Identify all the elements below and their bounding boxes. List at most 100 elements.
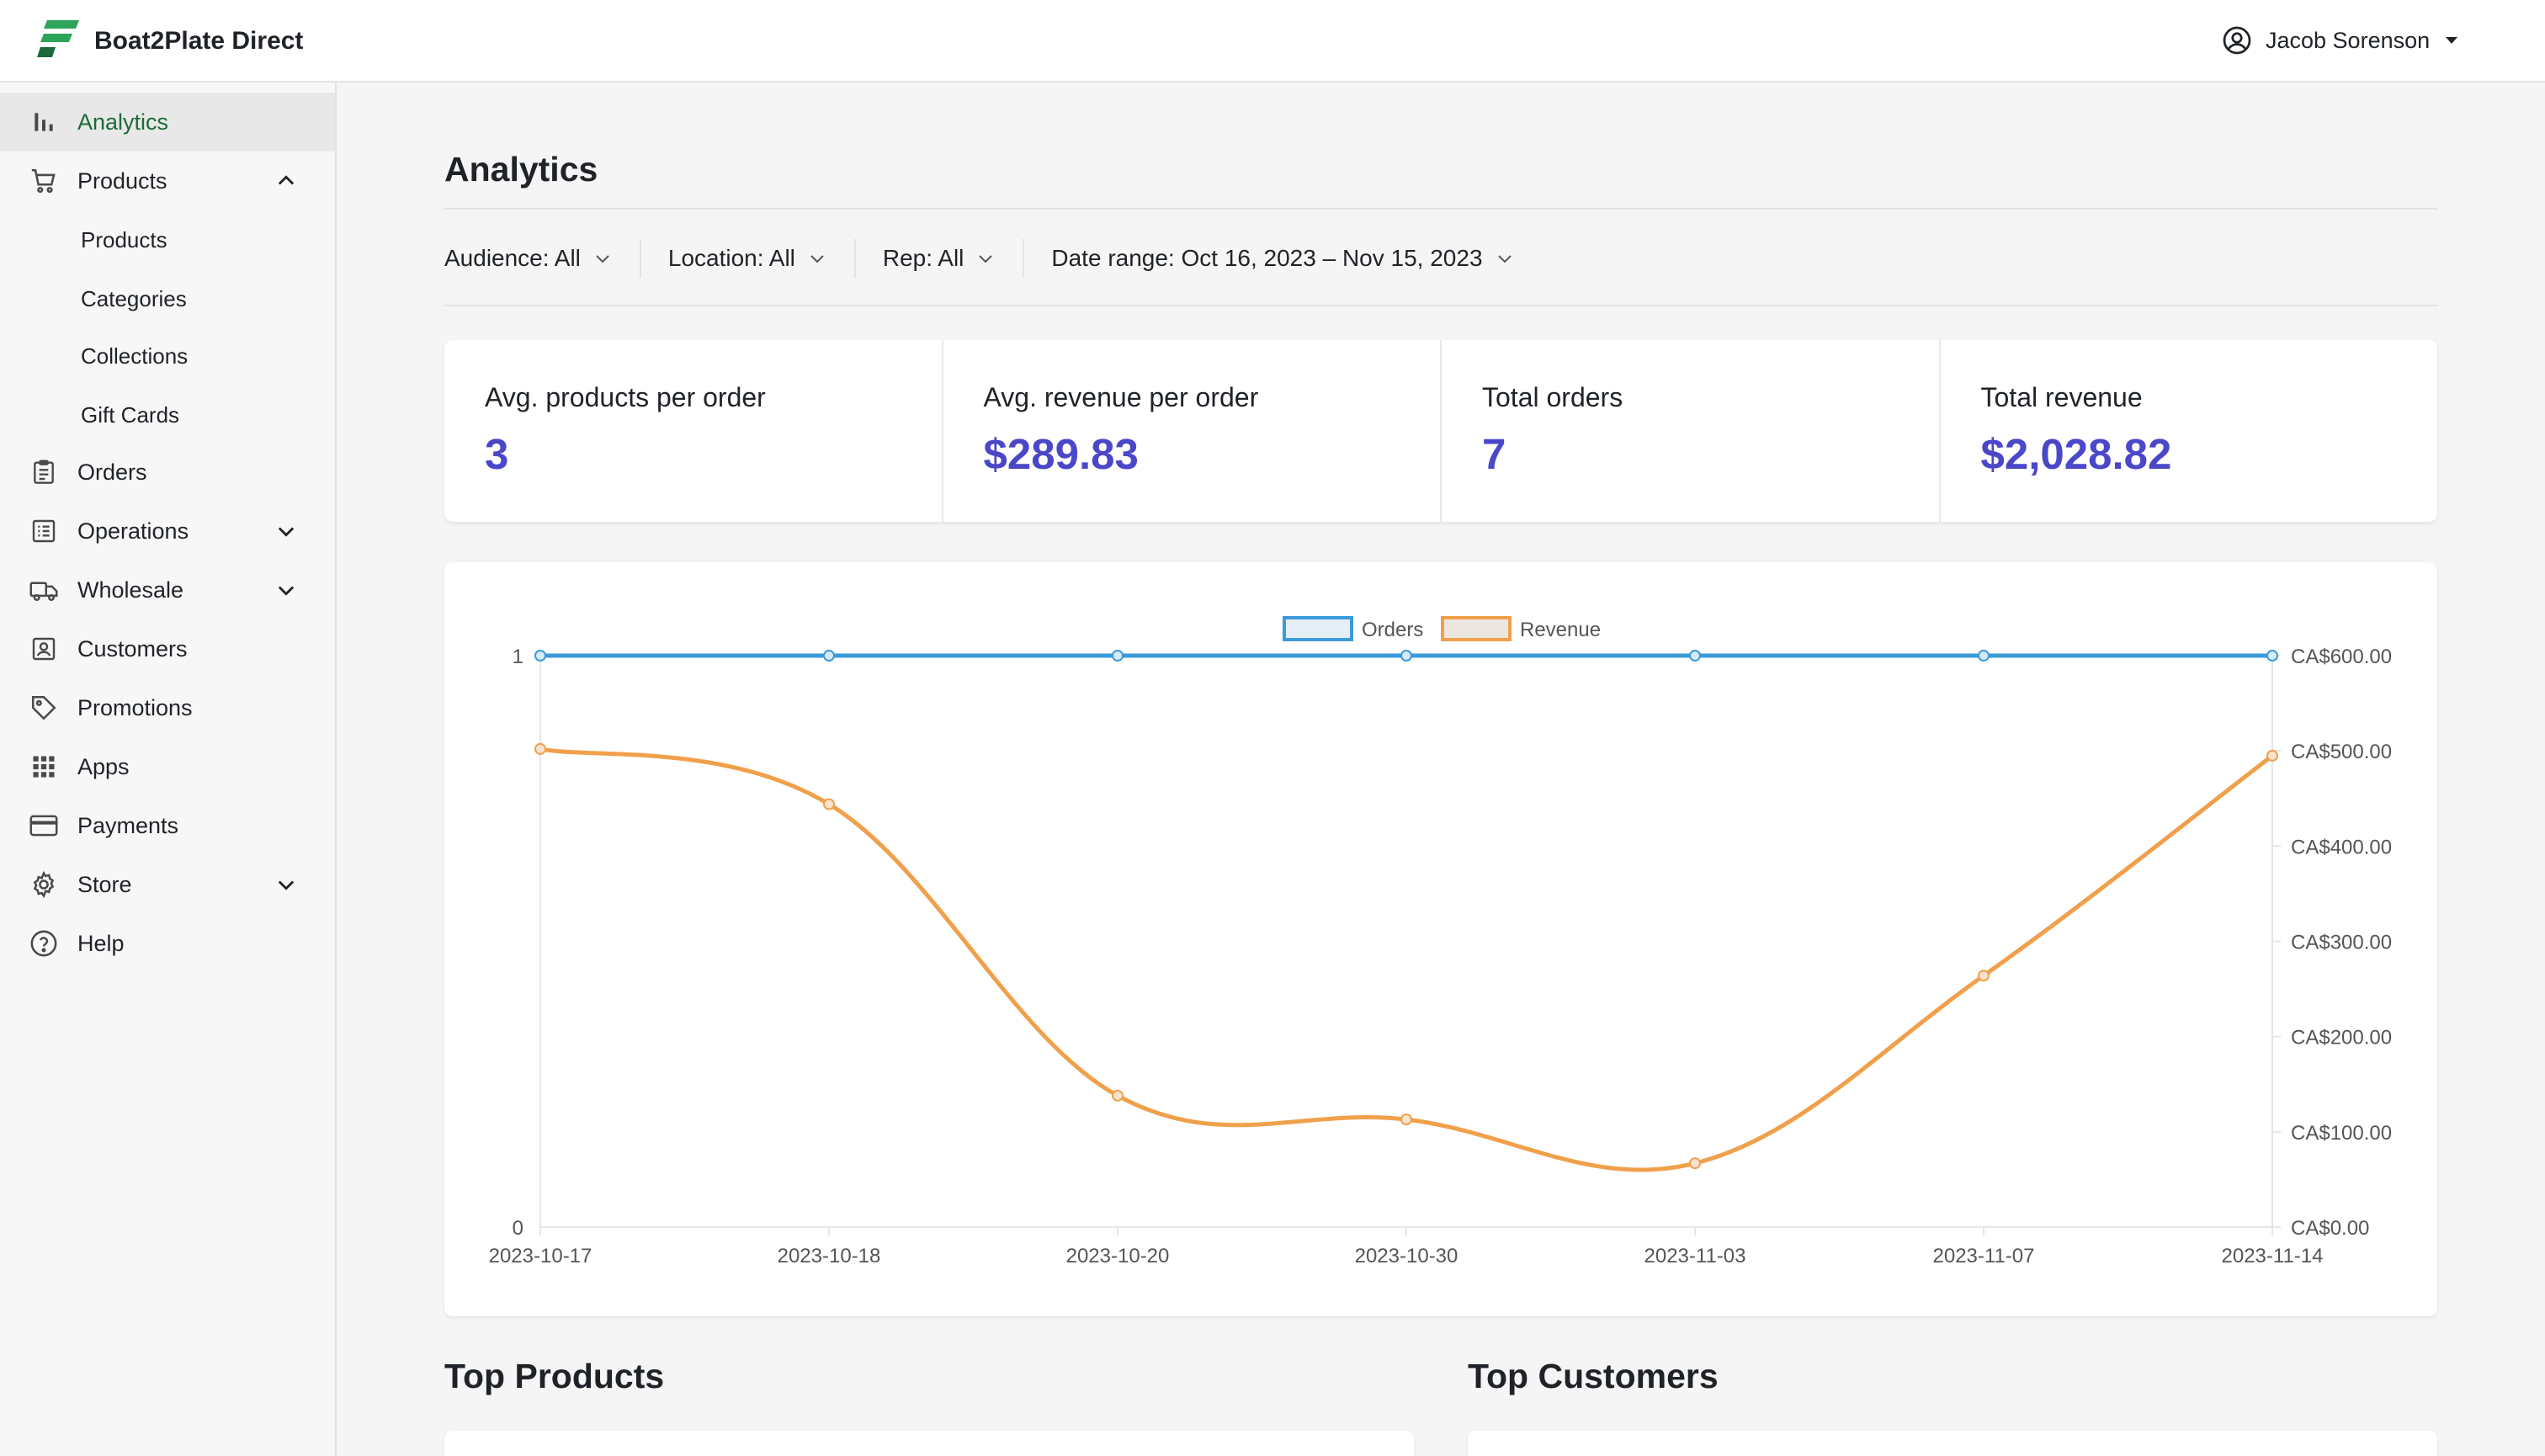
rep-filter-label: Rep: All	[882, 245, 964, 271]
sidebar-subitem-label: Products	[81, 227, 167, 252]
x-tick-label: 2023-10-30	[1355, 1245, 1458, 1267]
filter-divider	[853, 239, 856, 278]
chevron-down-icon[interactable]	[274, 519, 298, 543]
legend-label-revenue: Revenue	[1520, 619, 1601, 641]
x-tick-label: 2023-11-07	[1933, 1245, 2035, 1267]
chevron-down-icon	[979, 255, 993, 263]
sidebar-subitem-categories[interactable]: Categories	[0, 269, 335, 328]
orders-revenue-chart: 2023-10-17 2023-10-18 2023-10-20 2023-10-30…	[489, 616, 2392, 1267]
top-products-title: Top Products	[444, 1357, 665, 1395]
chevron-down-icon	[1497, 255, 1512, 263]
orders-data-point	[534, 650, 546, 662]
chart-card: 2023-10-17 2023-10-18 2023-10-20 2023-10-30…	[444, 562, 2437, 1316]
sidebar-item-help[interactable]: Help	[0, 914, 335, 973]
help-circle-icon	[29, 928, 59, 959]
revenue-series-line	[539, 747, 2274, 1172]
sidebar-item-payments[interactable]: Payments	[0, 796, 335, 855]
stat-value: 7	[1482, 430, 1506, 478]
filter-divider	[1023, 239, 1025, 278]
sidebar-item-store[interactable]: Store	[0, 855, 335, 914]
sidebar-item-promotions[interactable]: Promotions	[0, 678, 335, 737]
top-products-card	[444, 1431, 1414, 1456]
stat-label: Total revenue	[1980, 382, 2143, 412]
user-name: Jacob Sorenson	[2266, 27, 2431, 53]
stat-label: Avg. revenue per order	[983, 382, 1259, 412]
location-filter[interactable]: Location: All	[668, 245, 854, 272]
top-bar: Boat2Plate Direct Jacob Sorenson	[0, 0, 2545, 82]
sidebar-subitem-gift-cards[interactable]: Gift Cards	[0, 385, 335, 444]
sidebar: Analytics Products Products Categories C…	[0, 82, 337, 1456]
sidebar-item-label: Wholesale	[77, 577, 184, 603]
stat-value: 3	[485, 430, 509, 478]
tag-icon	[29, 693, 59, 723]
legend-swatch-revenue	[1441, 616, 1512, 641]
sidebar-item-label: Payments	[77, 813, 179, 838]
x-tick-label: 2023-10-20	[1066, 1245, 1170, 1267]
stat-label: Total orders	[1482, 382, 1623, 412]
brand-logo-icon	[37, 20, 79, 57]
sidebar-subitem-products[interactable]: Products	[0, 210, 335, 269]
orders-data-point	[2266, 650, 2278, 662]
audience-filter-label: Audience: All	[444, 245, 581, 271]
brand-name[interactable]: Boat2Plate Direct	[94, 27, 304, 55]
stat-avg-products: Avg. products per order 3	[444, 340, 943, 522]
list-icon	[29, 516, 59, 546]
chevron-down-icon	[596, 255, 609, 263]
orders-data-point	[1978, 650, 1990, 662]
orders-data-point	[1112, 650, 1124, 662]
stat-value: $289.83	[983, 430, 1139, 478]
revenue-data-point	[1689, 1157, 1701, 1170]
stat-total-revenue: Total revenue $2,028.82	[1941, 340, 2438, 522]
credit-card-icon	[29, 810, 59, 841]
orders-data-point	[1400, 650, 1412, 662]
chevron-down-icon[interactable]	[274, 578, 298, 602]
right-tick-label: CA$0.00	[2291, 1217, 2369, 1240]
stats-card: Avg. products per order 3 Avg. revenue p…	[444, 340, 2437, 522]
x-tick-label: 2023-10-17	[489, 1245, 592, 1267]
stat-total-orders: Total orders 7	[1442, 340, 1941, 522]
sidebar-item-operations[interactable]: Operations	[0, 502, 335, 561]
rep-filter[interactable]: Rep: All	[883, 245, 1023, 272]
page-title: Analytics	[444, 150, 598, 189]
left-tick-label: 0	[513, 1217, 523, 1240]
sidebar-item-products[interactable]: Products	[0, 151, 335, 210]
right-tick-label: CA$500.00	[2291, 741, 2392, 763]
sidebar-item-label: Orders	[77, 460, 147, 485]
user-circle-icon	[2223, 26, 2251, 55]
legend-label-orders: Orders	[1362, 619, 1423, 641]
stat-avg-revenue: Avg. revenue per order $289.83	[943, 340, 1442, 522]
right-tick-label: CA$400.00	[2291, 836, 2392, 858]
sidebar-item-label: Apps	[77, 754, 130, 779]
sidebar-item-orders[interactable]: Orders	[0, 443, 335, 502]
sidebar-item-label: Promotions	[77, 695, 193, 720]
sidebar-item-label: Analytics	[77, 109, 169, 135]
grid-icon	[29, 752, 59, 782]
date-range-filter[interactable]: Date range: Oct 16, 2023 – Nov 15, 2023	[1051, 245, 1541, 272]
top-customers-card	[1468, 1431, 2437, 1456]
divider	[444, 208, 2437, 210]
sidebar-item-wholesale[interactable]: Wholesale	[0, 561, 335, 619]
sidebar-subitem-collections[interactable]: Collections	[0, 327, 335, 385]
revenue-data-point	[1400, 1113, 1412, 1126]
legend-swatch-orders	[1283, 616, 1353, 641]
cart-icon	[29, 166, 59, 196]
sidebar-item-analytics[interactable]: Analytics	[0, 93, 335, 151]
sidebar-subitem-label: Collections	[81, 343, 189, 369]
chevron-up-icon[interactable]	[274, 169, 298, 193]
right-tick-label: CA$600.00	[2291, 646, 2392, 668]
filter-bar: Audience: All Location: All Rep: All Dat…	[444, 237, 1542, 279]
stat-label: Avg. products per order	[485, 382, 766, 412]
chevron-down-icon[interactable]	[274, 873, 298, 896]
left-tick-label: 1	[513, 646, 523, 668]
date-range-filter-label: Date range: Oct 16, 2023 – Nov 15, 2023	[1051, 245, 1483, 271]
audience-filter[interactable]: Audience: All	[444, 245, 640, 272]
gear-icon	[29, 869, 59, 900]
sidebar-item-label: Help	[77, 931, 125, 956]
bar-chart-icon	[29, 107, 59, 137]
stat-value: $2,028.82	[1980, 430, 2172, 478]
filter-divider	[639, 239, 641, 278]
sidebar-item-customers[interactable]: Customers	[0, 619, 335, 678]
sidebar-item-apps[interactable]: Apps	[0, 737, 335, 796]
user-menu[interactable]: Jacob Sorenson	[2222, 24, 2460, 57]
sidebar-item-label: Store	[77, 872, 132, 897]
